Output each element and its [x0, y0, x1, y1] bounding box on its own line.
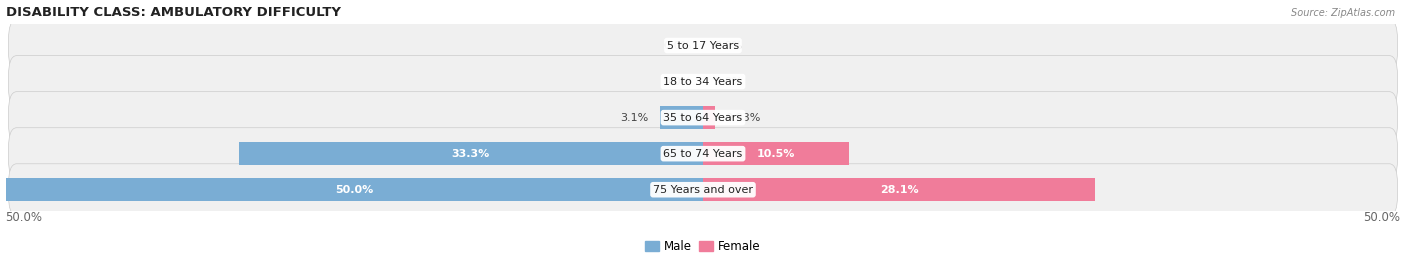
Text: 0.0%: 0.0%: [714, 41, 742, 51]
FancyBboxPatch shape: [8, 92, 1398, 144]
Bar: [703, 106, 714, 129]
Text: 35 to 64 Years: 35 to 64 Years: [664, 113, 742, 123]
Bar: [659, 106, 703, 129]
Bar: [703, 142, 849, 165]
FancyBboxPatch shape: [8, 20, 1398, 72]
Text: Source: ZipAtlas.com: Source: ZipAtlas.com: [1291, 8, 1395, 18]
Bar: [703, 178, 1095, 201]
Text: DISABILITY CLASS: AMBULATORY DIFFICULTY: DISABILITY CLASS: AMBULATORY DIFFICULTY: [6, 6, 340, 19]
Text: 0.0%: 0.0%: [714, 77, 742, 87]
Text: 65 to 74 Years: 65 to 74 Years: [664, 149, 742, 159]
Bar: [6, 178, 703, 201]
Text: 18 to 34 Years: 18 to 34 Years: [664, 77, 742, 87]
Text: 50.0%: 50.0%: [6, 211, 42, 224]
Text: 10.5%: 10.5%: [756, 149, 796, 159]
Text: 28.1%: 28.1%: [880, 185, 918, 195]
Text: 33.3%: 33.3%: [451, 149, 489, 159]
Text: 0.0%: 0.0%: [664, 77, 692, 87]
Bar: [239, 142, 703, 165]
Text: 0.0%: 0.0%: [664, 41, 692, 51]
Text: 50.0%: 50.0%: [335, 185, 374, 195]
Text: 3.1%: 3.1%: [620, 113, 648, 123]
Text: 50.0%: 50.0%: [1364, 211, 1400, 224]
Text: 0.83%: 0.83%: [725, 113, 761, 123]
Legend: Male, Female: Male, Female: [641, 235, 765, 258]
Text: 5 to 17 Years: 5 to 17 Years: [666, 41, 740, 51]
Text: 75 Years and over: 75 Years and over: [652, 185, 754, 195]
FancyBboxPatch shape: [8, 128, 1398, 180]
FancyBboxPatch shape: [8, 56, 1398, 108]
FancyBboxPatch shape: [8, 164, 1398, 216]
